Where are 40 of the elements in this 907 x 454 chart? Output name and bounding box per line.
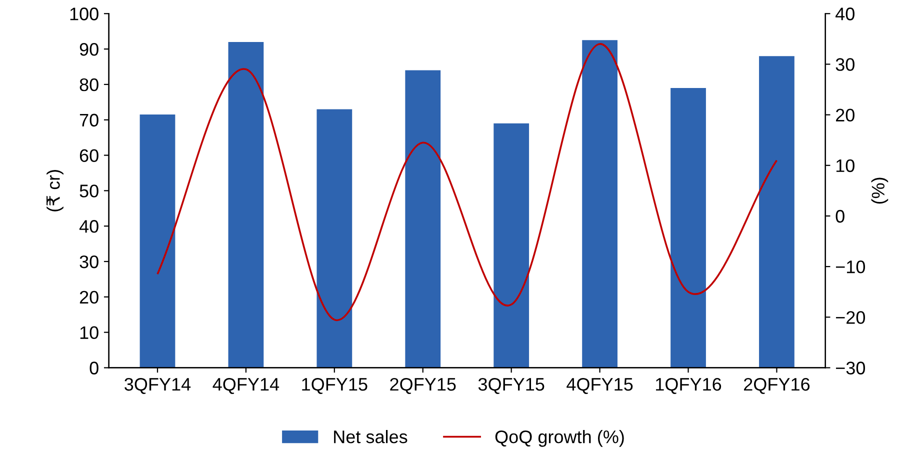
y-axis-title: (₹ cr) bbox=[46, 170, 64, 212]
x-tick-label: 3QFY15 bbox=[478, 378, 544, 394]
bar bbox=[494, 123, 530, 368]
legend-label: QoQ growth (%) bbox=[495, 430, 624, 447]
line-series bbox=[156, 43, 778, 321]
y-tick-label: 10 bbox=[80, 326, 98, 340]
bar bbox=[670, 88, 706, 368]
x-tick-label: 3QFY14 bbox=[124, 378, 191, 394]
y-tick-label: 30 bbox=[80, 255, 98, 268]
y2-tick-label: 30 bbox=[836, 58, 854, 71]
bar bbox=[759, 56, 794, 368]
bar bbox=[405, 70, 441, 368]
y-tick-label: 50 bbox=[80, 184, 98, 198]
x-tick-label: 2QFY15 bbox=[390, 378, 456, 394]
y2-axis-title: (%) bbox=[871, 178, 888, 204]
x-tick-label: 1QFY16 bbox=[656, 378, 722, 394]
y2-tick-label: −30 bbox=[836, 362, 866, 374]
y2-tick-label: −10 bbox=[836, 260, 866, 274]
y2-tick-label: 40 bbox=[836, 8, 854, 20]
y2-tick-label: 10 bbox=[836, 159, 854, 172]
bar bbox=[228, 42, 264, 368]
x-tick-label: 2QFY16 bbox=[744, 378, 810, 394]
y-tick-label: 40 bbox=[79, 220, 98, 233]
legend-label: Net sales bbox=[334, 430, 408, 444]
x-tick-label: 4QFY15 bbox=[566, 378, 633, 394]
x-tick-label: 4QFY14 bbox=[212, 378, 280, 394]
bar bbox=[582, 40, 618, 368]
bar bbox=[140, 114, 176, 368]
y-tick-label: 70 bbox=[80, 114, 98, 127]
y2-tick-label: −20 bbox=[836, 311, 866, 324]
bar bbox=[316, 109, 352, 368]
x-tick-label: 1QFY15 bbox=[302, 378, 368, 394]
y2-tick-label: 20 bbox=[836, 108, 854, 122]
y-tick-label: 0 bbox=[90, 362, 98, 374]
y-tick-label: 80 bbox=[80, 78, 98, 92]
y-tick-label: 100 bbox=[70, 8, 98, 20]
y2-tick-label: 0 bbox=[836, 210, 844, 223]
y-tick-label: 60 bbox=[80, 149, 98, 162]
y-tick-label: 90 bbox=[80, 42, 98, 56]
y-tick-label: 20 bbox=[80, 290, 98, 304]
